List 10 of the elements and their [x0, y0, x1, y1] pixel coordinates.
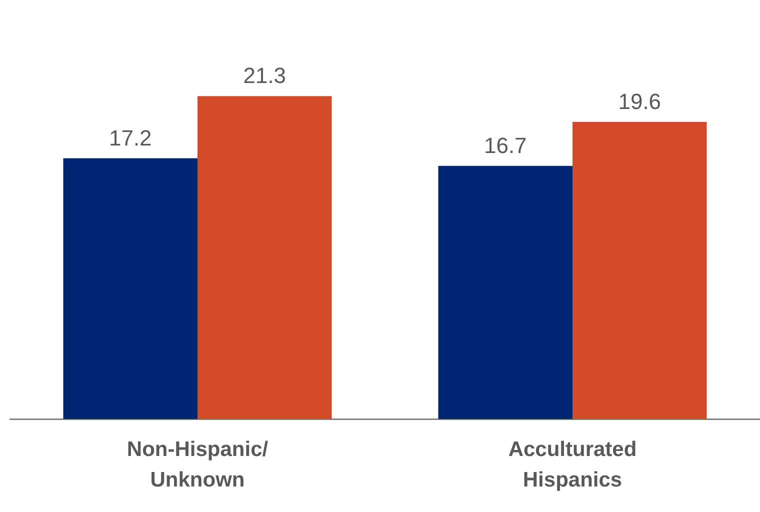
data-label: 21.3 — [243, 63, 286, 88]
data-label: 16.7 — [484, 132, 527, 158]
bar — [63, 158, 198, 420]
data-label: 17.2 — [108, 125, 152, 150]
x-tick-label: Acculturated Hispanics — [508, 438, 637, 492]
data-label: 19.6 — [618, 88, 662, 114]
bar — [438, 166, 572, 420]
bar — [572, 122, 707, 420]
bar — [198, 96, 332, 420]
x-tick-label: Non-Hispanic/ Unknown — [126, 438, 268, 492]
